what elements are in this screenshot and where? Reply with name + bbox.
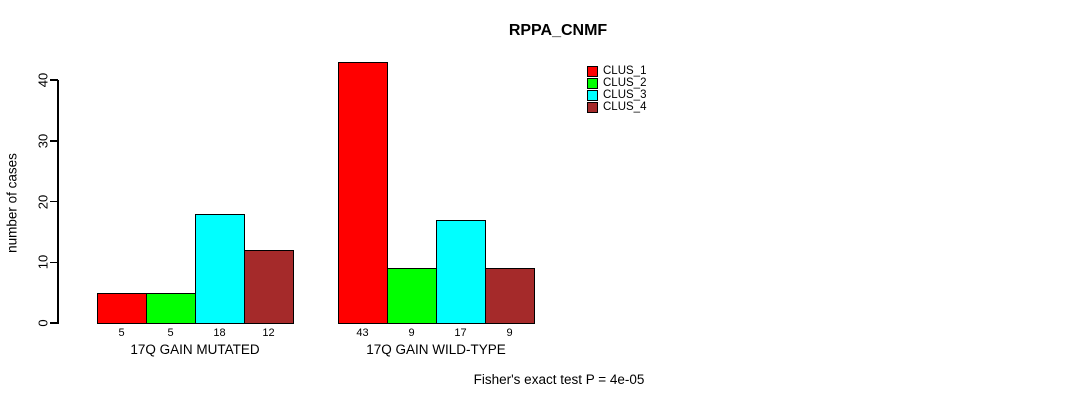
bar-clus_3 <box>195 214 245 324</box>
y-axis-tick <box>50 140 58 142</box>
bar-clus_2 <box>146 293 196 324</box>
legend-item-clus_4: CLUS_4 <box>587 101 646 113</box>
bar-clus_1 <box>97 293 147 324</box>
x-category-label: 17Q GAIN WILD-TYPE <box>366 342 506 357</box>
y-tick-label: 40 <box>35 72 51 88</box>
legend-label: CLUS_1 <box>603 65 647 77</box>
y-tick-label: 30 <box>35 133 51 149</box>
y-tick-label: 10 <box>35 255 51 270</box>
y-axis-tick <box>50 79 58 81</box>
legend-label: CLUS_4 <box>603 101 647 113</box>
bar-clus_3 <box>436 220 486 324</box>
y-axis-tick <box>50 322 58 324</box>
chart-title: RPPA_CNMF <box>508 22 608 39</box>
bar-clus_2 <box>387 268 437 324</box>
y-axis-tick <box>50 261 58 264</box>
bar-clus_1 <box>338 62 388 324</box>
bar-count-label: 5 <box>167 327 174 339</box>
legend-swatch-icon <box>587 89 598 101</box>
legend-item-clus_1: CLUS_1 <box>587 65 646 77</box>
y-tick-label: 20 <box>35 194 51 209</box>
bar-count-label: 9 <box>408 327 415 339</box>
bar-count-label: 43 <box>356 327 369 339</box>
annotation-text: Fisher's exact test P = 4e-05 <box>473 372 645 387</box>
bar-clus_4 <box>244 250 294 324</box>
y-axis-tick <box>50 200 58 203</box>
legend-label: CLUS_2 <box>603 77 647 89</box>
legend-item-clus_3: CLUS_3 <box>587 89 646 101</box>
bar-count-label: 9 <box>506 327 513 339</box>
bar-clus_4 <box>485 268 535 324</box>
x-category-label: 17Q GAIN MUTATED <box>130 342 260 357</box>
bar-count-label: 17 <box>454 327 467 339</box>
y-tick-label: 0 <box>35 319 51 327</box>
y-axis-label: number of cases <box>4 153 20 253</box>
bar-count-label: 5 <box>118 327 125 339</box>
legend-swatch-icon <box>587 77 598 89</box>
legend-swatch-icon <box>587 101 598 113</box>
legend-label: CLUS_3 <box>603 89 647 101</box>
legend-swatch-icon <box>587 65 598 77</box>
legend: CLUS_1 CLUS_2 CLUS_3 CLUS_4 <box>587 65 646 113</box>
bar-count-label: 12 <box>262 327 275 339</box>
legend-item-clus_2: CLUS_2 <box>587 77 646 89</box>
bar-count-label: 18 <box>213 327 226 339</box>
